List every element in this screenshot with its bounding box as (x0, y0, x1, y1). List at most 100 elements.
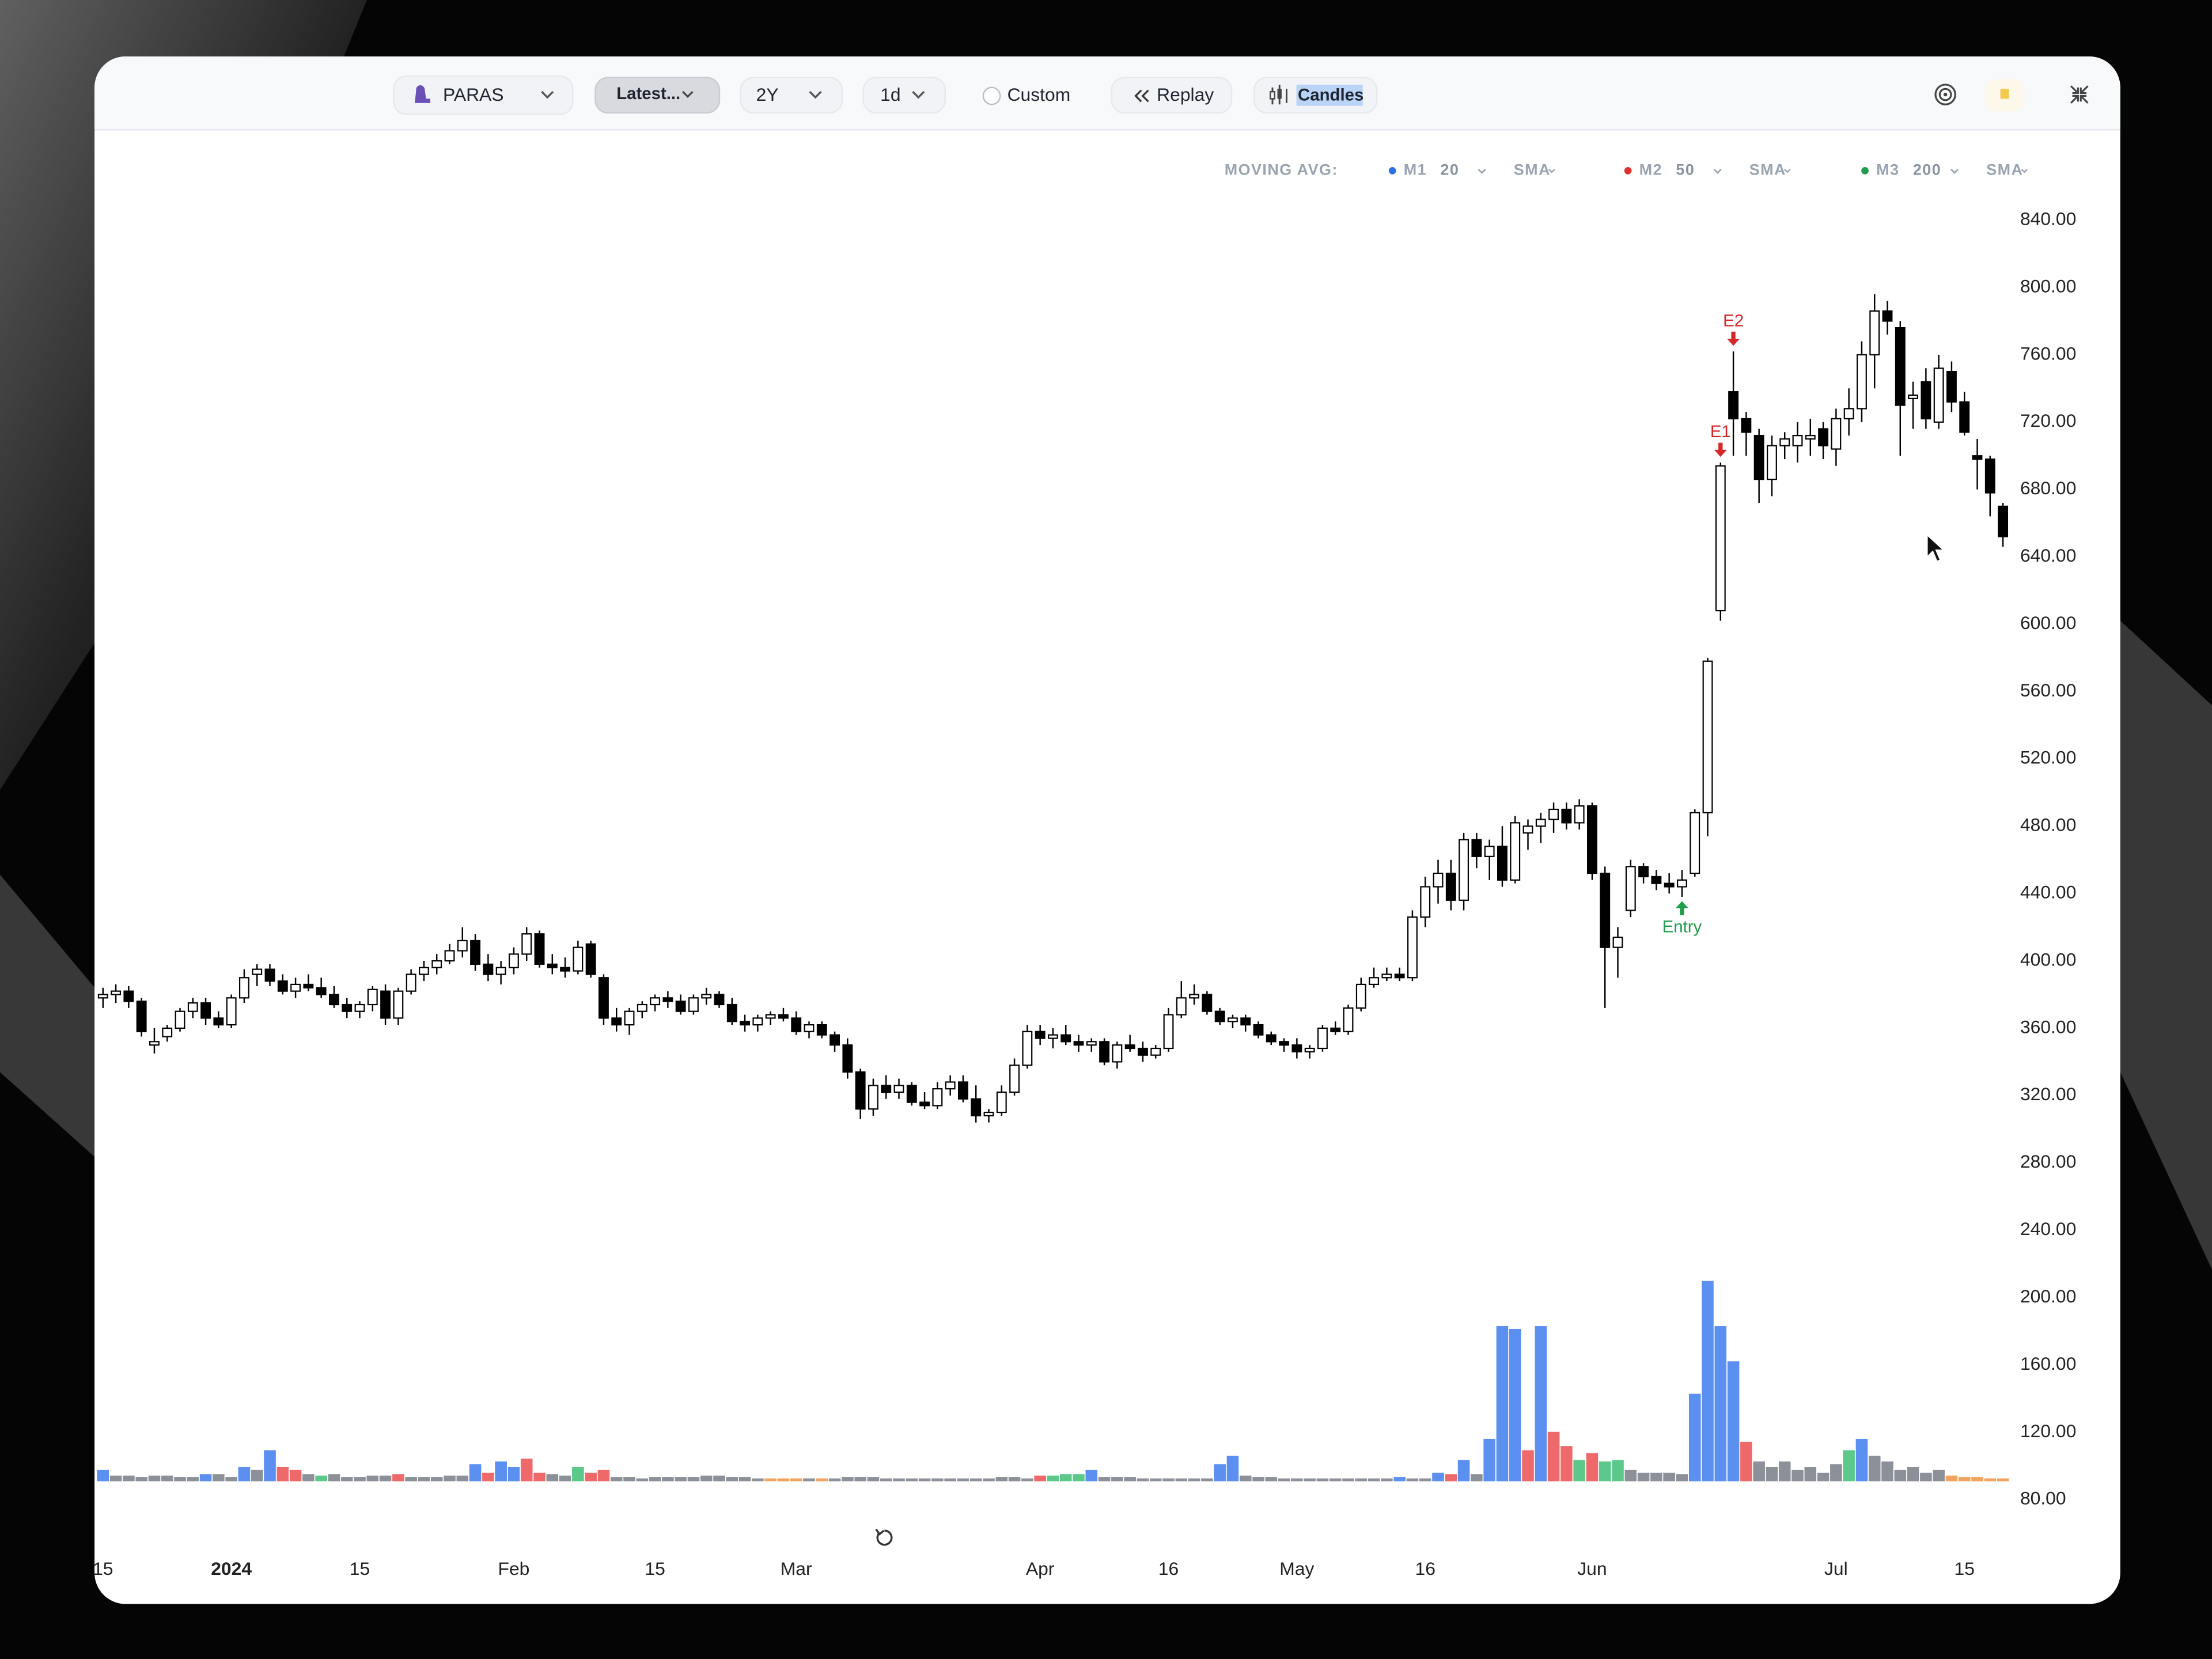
y-tick-label: 720.00 (2020, 410, 2076, 431)
volume-bar (1406, 1478, 1419, 1482)
axes: 80.00 120.00 160.00 200.00 240.00 280.00 320.0… (93, 208, 2076, 1579)
volume-bar (957, 1478, 969, 1482)
candle-body (585, 943, 596, 975)
candle-body (1137, 1047, 1148, 1056)
volume-bar (1868, 1456, 1881, 1482)
candle-body (893, 1085, 904, 1093)
candle-body (1767, 445, 1777, 480)
x-tick-label: Jun (1577, 1558, 1607, 1579)
volume-bar (1085, 1469, 1098, 1482)
candle-body (290, 983, 301, 992)
volume-bar (1252, 1477, 1264, 1482)
candle-body (534, 933, 545, 965)
volume-bar (469, 1464, 482, 1482)
candle-body (238, 977, 249, 999)
window (94, 56, 2120, 1604)
y-tick-label: 560.00 (2020, 680, 2076, 700)
volume-bar (1278, 1478, 1290, 1482)
candle-body (957, 1081, 968, 1100)
volume-bar (623, 1477, 635, 1482)
y-tick-label: 240.00 (2020, 1218, 2076, 1239)
range-mode-select[interactable]: Latest... (594, 77, 721, 114)
candle-body (303, 983, 314, 988)
volume-bar (1688, 1393, 1701, 1482)
volume-bar (687, 1477, 700, 1482)
volume-bar (1137, 1478, 1149, 1482)
ma-length: 20 (1440, 161, 1459, 178)
replay-button[interactable]: Replay (1111, 77, 1233, 114)
candle-body (342, 1003, 353, 1012)
candle-body (508, 953, 519, 968)
volume-bar (1304, 1478, 1316, 1482)
candle-body (1702, 660, 1713, 813)
volume-bar (572, 1467, 584, 1482)
y-tick-label: 480.00 (2020, 815, 2076, 835)
candle-body (521, 933, 532, 955)
ma-kind: SMA (1514, 161, 1551, 178)
volume-bar (1971, 1477, 1983, 1482)
collapse-icon[interactable] (2070, 85, 2089, 104)
chart-style-button[interactable]: Candles (1253, 77, 1378, 114)
candle-body (149, 1041, 160, 1046)
volume-bar (1034, 1475, 1046, 1482)
period-select[interactable]: 2Y (740, 77, 843, 114)
x-tick-label: Mar (781, 1558, 812, 1579)
candle-body (1497, 846, 1508, 881)
signal-label: E2 (1723, 311, 1744, 330)
candle-body (1484, 846, 1495, 857)
volume-bar (1830, 1464, 1842, 1482)
volume-bar (1111, 1477, 1123, 1482)
symbol-select[interactable]: PARAS (393, 75, 574, 115)
ma-kind-chevron (1548, 169, 1555, 173)
custom-toggle[interactable]: Custom (982, 84, 1070, 105)
candle-body (855, 1071, 866, 1110)
volume-bar (123, 1475, 135, 1482)
candle-body (1574, 805, 1585, 824)
candle-body (1009, 1065, 1020, 1093)
volume-bar (1843, 1450, 1855, 1482)
volume-bar (97, 1469, 109, 1482)
volume-bar (559, 1475, 571, 1482)
candle-body (1253, 1024, 1264, 1036)
reset-icon[interactable] (875, 1528, 893, 1546)
candle-body (1843, 408, 1854, 420)
y-tick-label: 80.00 (2020, 1488, 2066, 1509)
volume-bar (1958, 1477, 1971, 1482)
target-icon[interactable] (1934, 84, 1956, 105)
volume-bar (1599, 1461, 1611, 1482)
volume-bar (495, 1461, 507, 1482)
volume-bar (1612, 1460, 1624, 1482)
candle-body (1908, 394, 1919, 399)
candle-body (1471, 839, 1482, 857)
volume-bar (828, 1478, 841, 1482)
y-tick-label: 600.00 (2020, 612, 2076, 633)
volume-bar (1766, 1467, 1778, 1482)
volume-bar (148, 1475, 161, 1482)
candle-body (842, 1044, 853, 1073)
volume-bar (1059, 1474, 1072, 1482)
volume-bar (1047, 1475, 1059, 1482)
volume-bar (726, 1477, 738, 1482)
volume-bar (1637, 1472, 1650, 1482)
volume-bar (983, 1478, 995, 1482)
volume-bar (1496, 1326, 1509, 1482)
candle-body (1355, 983, 1366, 1009)
candle-body (560, 967, 571, 972)
candle-body (1690, 812, 1700, 874)
candle-body (354, 1003, 365, 1012)
period-text: 2Y (756, 84, 779, 105)
ma-color-dot (1624, 166, 1632, 175)
volume-bar (906, 1478, 918, 1482)
volume-bar (533, 1472, 546, 1482)
volume-bar (1419, 1478, 1431, 1482)
candle-body (1445, 872, 1456, 901)
volume-bar (995, 1477, 1008, 1482)
volume-bar (1483, 1438, 1495, 1482)
moving-avg-bar: MOVING AVG: M1 20 SMA M2 50 SMA M3 200 SMA (1225, 161, 2028, 178)
ma-kind: SMA (1986, 161, 2023, 178)
interval-select[interactable]: 1d (862, 77, 946, 114)
theme-icon[interactable] (1984, 79, 2025, 112)
candle-body (1407, 916, 1418, 979)
candle-body (714, 994, 725, 1006)
